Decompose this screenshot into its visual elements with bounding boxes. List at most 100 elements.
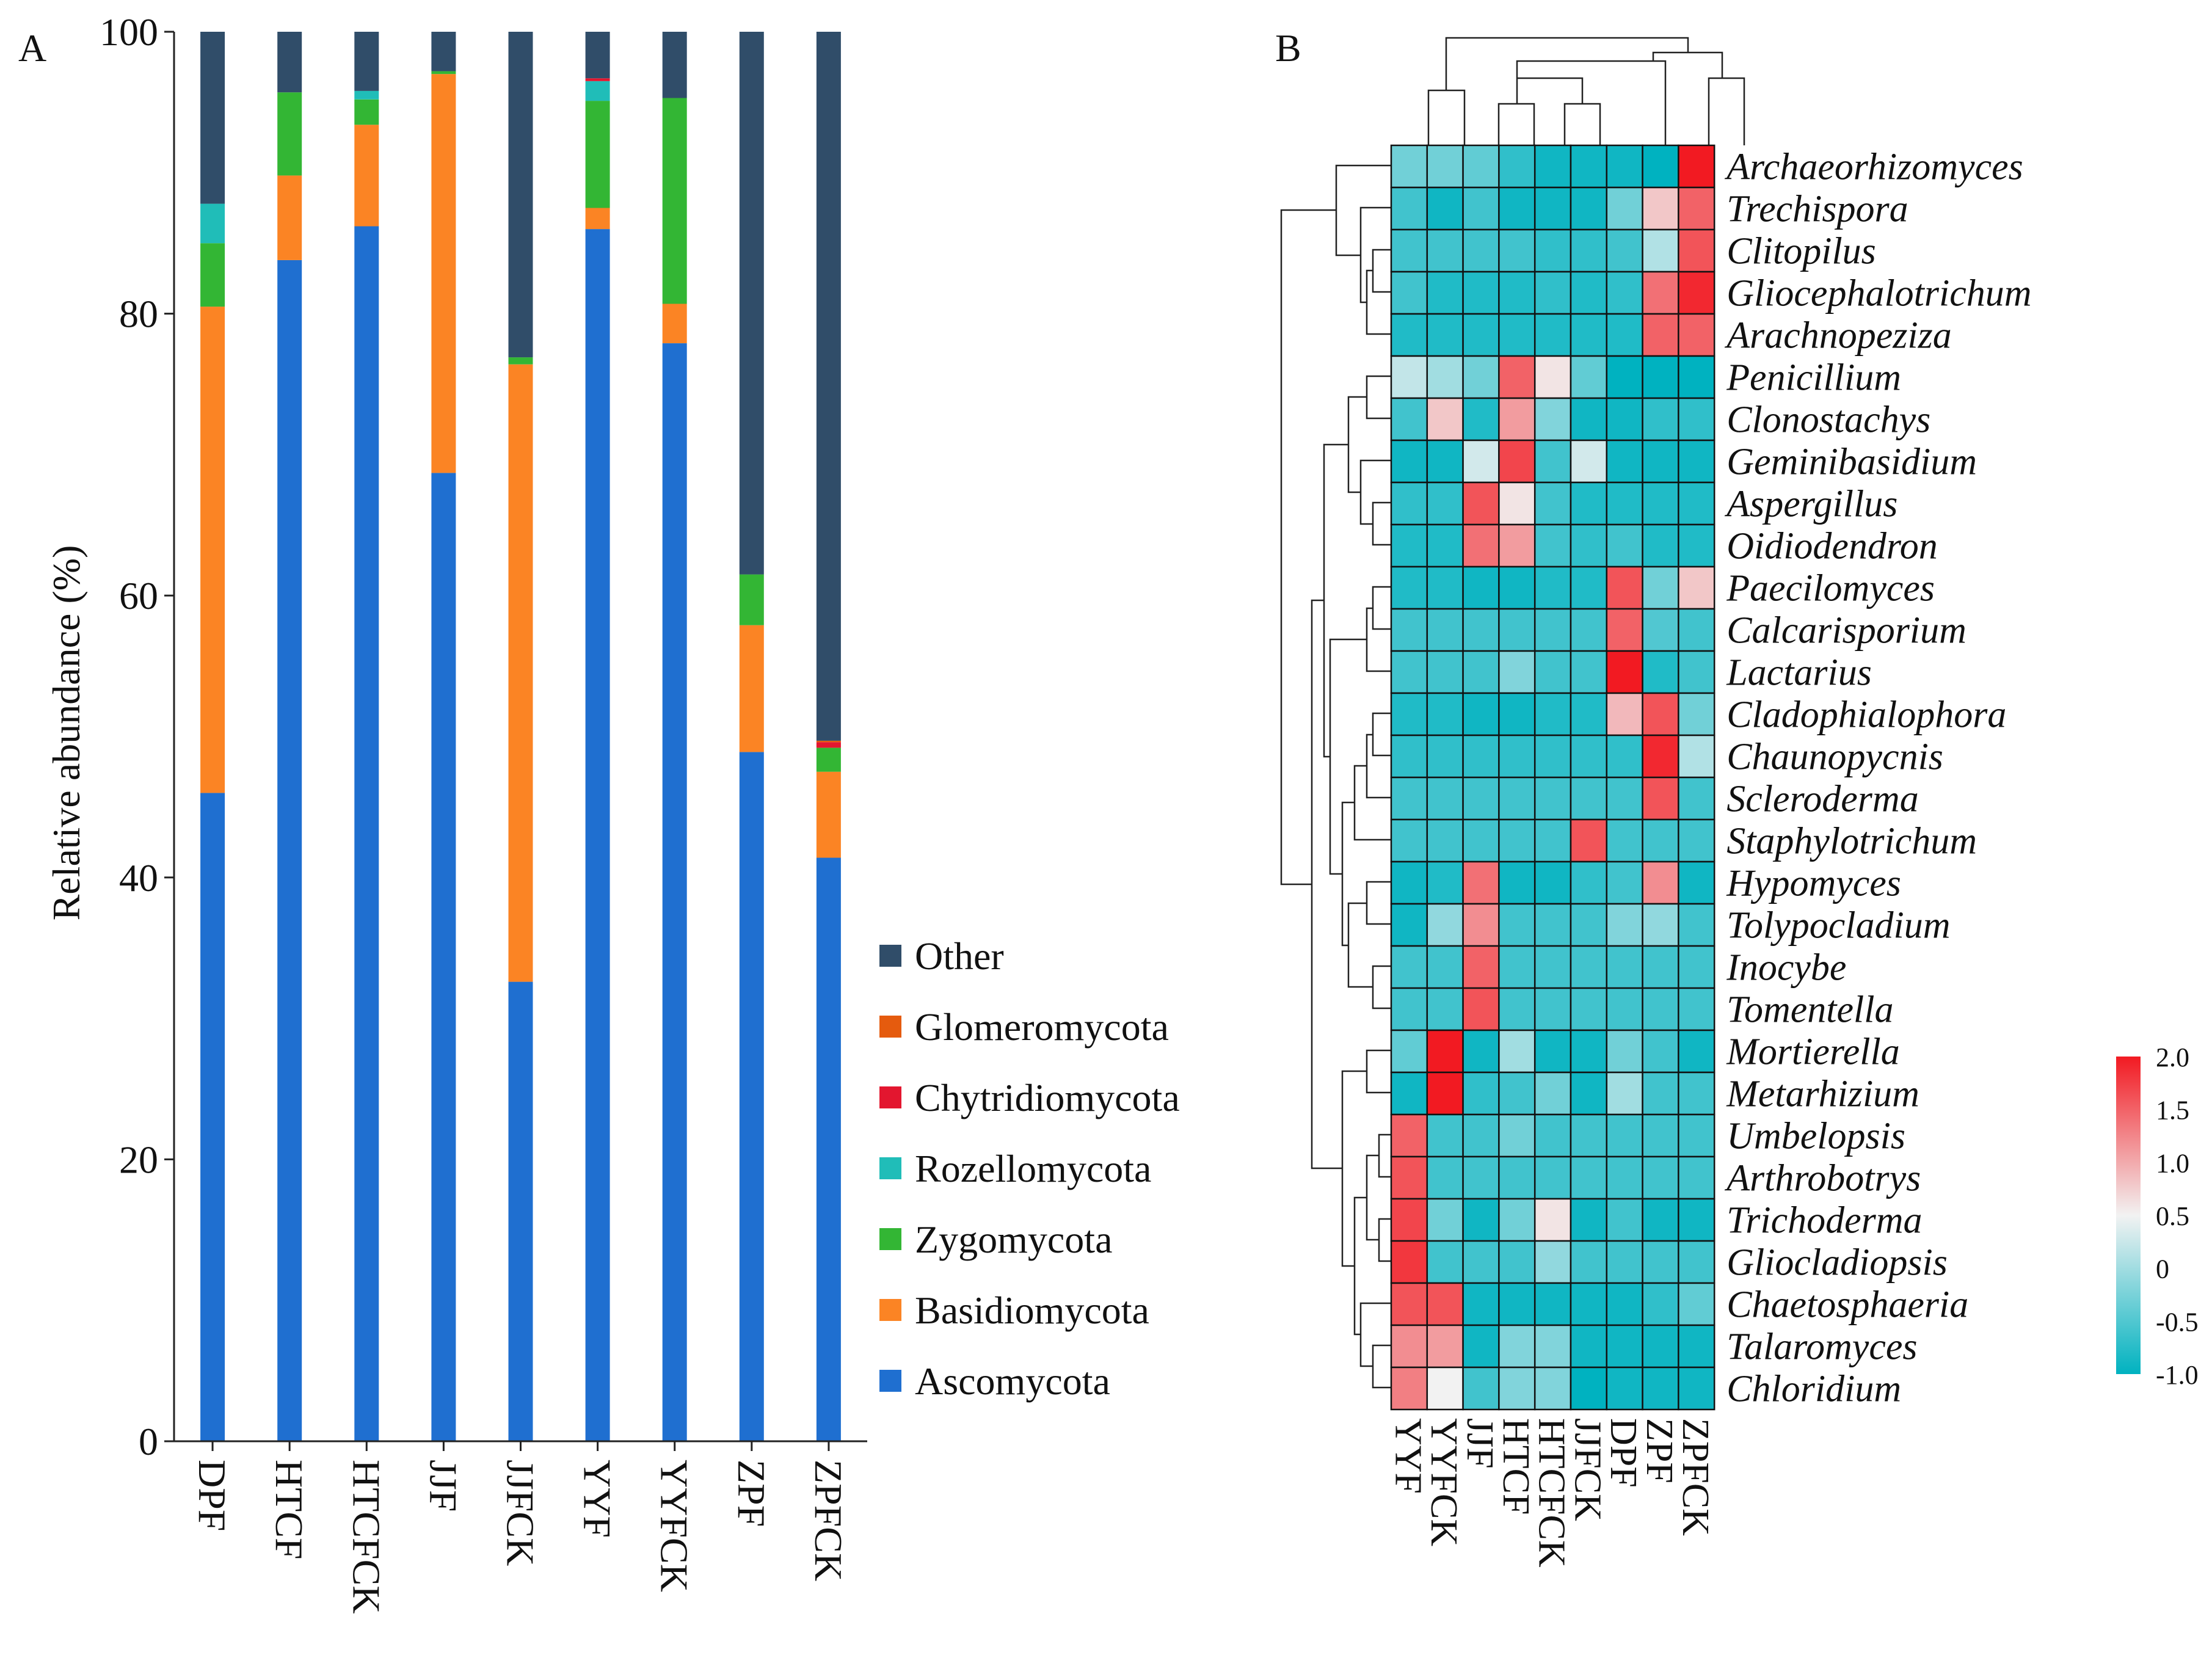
heatmap-cell-clitopilus-jjf (1462, 228, 1500, 273)
heatmap-cell-archaeorhizomyces-yyfck (1426, 144, 1464, 189)
heatmap-cell-arachnopeziza-htcfck (1533, 313, 1572, 357)
heatmap-cell-trechispora-zpfck (1678, 186, 1715, 231)
bar-segment-zpfck-zygomycota (816, 748, 841, 772)
heatmap-cell-paecilomyces-yyf (1390, 566, 1428, 610)
heatmap-cell-aspergillus-yyfck (1426, 481, 1464, 526)
row-label-trechispora: Trechispora (1726, 189, 1908, 230)
legend-label-zygomycota: Zygomycota (915, 1218, 1112, 1261)
legend-swatch-chytridiomycota (879, 1086, 901, 1108)
heatmap-cell-hypomyces-zpf (1642, 860, 1679, 905)
colorbar-tick-label: 2.0 (2156, 1042, 2189, 1072)
heatmap-cell-lactarius-jjfck (1570, 650, 1608, 694)
bar-segment-htcfck-ascomycota (354, 226, 379, 1441)
y-tick-label: 0 (139, 1420, 158, 1463)
heatmap-cell-arthrobotrys-jjfck (1570, 1155, 1608, 1200)
bar-segment-yyf-zygomycota (585, 101, 610, 208)
heatmap-cell-clonostachys-dpf (1606, 397, 1643, 442)
heatmap-cell-mortierella-htcf (1498, 1029, 1536, 1074)
legend-swatch-basidiomycota (879, 1299, 901, 1321)
bar-segment-jjf-zygomycota (431, 71, 456, 75)
heatmap-cell-archaeorhizomyces-jjfck (1570, 144, 1608, 189)
heatmap-cell-hypomyces-jjfck (1570, 860, 1608, 905)
heatmap-cell-cladophialophora-jjfck (1570, 692, 1608, 737)
bar-segment-zpfck-basidiomycota (816, 771, 841, 858)
heatmap-cell-clitopilus-zpf (1642, 228, 1679, 273)
heatmap-cell-oidiodendron-dpf (1606, 523, 1643, 568)
row-label-staphylotrichum: Staphylotrichum (1726, 821, 1977, 862)
heatmap-cell-arthrobotrys-dpf (1606, 1155, 1643, 1200)
heatmap-cell-geminibasidium-dpf (1606, 439, 1643, 484)
bar-segment-jjf-ascomycota (431, 473, 456, 1441)
colorbar: 2.0 1.5 1.0 0.5 0 -0.5 -1.0 (2116, 1042, 2199, 1390)
heatmap-cell-oidiodendron-jjfck (1570, 523, 1608, 568)
heatmap-cell-inocybe-jjf (1462, 945, 1500, 989)
row-label-mortierella: Mortierella (1726, 1031, 1900, 1073)
bar-segment-jjf-other (431, 32, 456, 71)
heatmap-cell-calcarisporium-yyf (1390, 608, 1428, 652)
heatmap-cell-aspergillus-yyf (1390, 481, 1428, 526)
heatmap-cell-calcarisporium-dpf (1606, 608, 1643, 652)
heatmap-cell-trichoderma-yyfck (1426, 1198, 1464, 1242)
bar-segment-zpfck-other (816, 32, 841, 741)
bar-segment-yyf-other (585, 32, 610, 79)
panel-b-heatmap: B ArchaeorhizomycesTrechisporaClitopilus… (1275, 26, 2199, 1568)
x-tick-label: ZPF (730, 1460, 773, 1527)
heatmap-cell-aspergillus-dpf (1606, 481, 1643, 526)
column-dendrogram-branches (1427, 37, 1745, 145)
heatmap-cell-arachnopeziza-jjfck (1570, 313, 1608, 357)
heatmap-cell-archaeorhizomyces-yyf (1390, 144, 1428, 189)
bar-segment-zpf-basidiomycota (739, 625, 764, 752)
heatmap-cell-cladophialophora-dpf (1606, 692, 1643, 737)
heatmap-cell-chaetosphaeria-jjf (1462, 1282, 1500, 1326)
bar-segment-zpfck-chytridiomycota (816, 742, 841, 748)
heatmap-cell-tomentella-dpf (1606, 987, 1643, 1031)
heatmap-cell-archaeorhizomyces-zpf (1642, 144, 1679, 189)
bar-segment-zpf-other (739, 32, 764, 575)
column-label-yyf: YYF (1387, 1418, 1428, 1494)
heatmap-cell-scleroderma-jjfck (1570, 776, 1608, 821)
heatmap-cell-geminibasidium-htcfck (1533, 439, 1572, 484)
heatmap-cell-clonostachys-zpfck (1678, 397, 1715, 442)
heatmap-cell-gliocephalotrichum-zpf (1642, 271, 1679, 315)
heatmap-cell-archaeorhizomyces-htcf (1498, 144, 1536, 189)
heatmap-cell-hypomyces-yyf (1390, 860, 1428, 905)
heatmap-cell-trichoderma-htcf (1498, 1198, 1536, 1242)
heatmap-cell-clitopilus-jjfck (1570, 228, 1608, 273)
column-label-htcf: HTCF (1495, 1418, 1537, 1515)
heatmap-cell-archaeorhizomyces-htcfck (1533, 144, 1572, 189)
legend-label-ascomycota: Ascomycota (915, 1359, 1110, 1403)
column-label-jjf: JJF (1459, 1418, 1501, 1469)
heatmap-cell-gliocladiopsis-zpf (1642, 1240, 1679, 1284)
heatmap-cell-gliocladiopsis-jjfck (1570, 1240, 1608, 1284)
heatmap-cell-trichoderma-yyf (1390, 1198, 1428, 1242)
heatmap-cell-talaromyces-zpfck (1678, 1324, 1715, 1369)
heatmap-cell-paecilomyces-htcfck (1533, 566, 1572, 610)
bar-segment-jjfck-zygomycota (508, 357, 533, 365)
legend: Other Glomeromycota Chytridiomycota Rozello… (879, 934, 1180, 1403)
heatmap-cell-chloridium-dpf (1606, 1366, 1643, 1411)
row-label-clitopilus: Clitopilus (1726, 231, 1876, 272)
heatmap-cell-chaunopycnis-zpf (1642, 734, 1679, 779)
heatmap-cells (1390, 144, 1715, 1411)
bar-segment-zpf-ascomycota (739, 752, 764, 1441)
heatmap-cell-lactarius-dpf (1606, 650, 1643, 694)
heatmap-cell-tolypocladium-htcf (1498, 903, 1536, 947)
legend-swatch-other (879, 945, 901, 967)
colorbar-tick-label: 0.5 (2156, 1201, 2189, 1231)
colorbar-tick-label: 0 (2156, 1254, 2169, 1284)
heatmap-cell-cladophialophora-jjf (1462, 692, 1500, 737)
heatmap-cell-tomentella-htcfck (1533, 987, 1572, 1031)
heatmap-cell-tomentella-htcf (1498, 987, 1536, 1031)
legend-label-rozellomycota: Rozellomycota (915, 1147, 1151, 1190)
heatmap-cell-clitopilus-htcf (1498, 228, 1536, 273)
heatmap-cell-trichoderma-htcfck (1533, 1198, 1572, 1242)
heatmap-cell-scleroderma-yyf (1390, 776, 1428, 821)
heatmap-cell-tolypocladium-yyfck (1426, 903, 1464, 947)
bar-segment-zpfck-glomeromycota (816, 740, 841, 743)
heatmap-cell-hypomyces-htcf (1498, 860, 1536, 905)
heatmap-cell-gliocephalotrichum-htcfck (1533, 271, 1572, 315)
heatmap-cell-chaetosphaeria-jjfck (1570, 1282, 1608, 1326)
legend-label-glomeromycota: Glomeromycota (915, 1005, 1169, 1049)
heatmap-cell-clitopilus-zpfck (1678, 228, 1715, 273)
